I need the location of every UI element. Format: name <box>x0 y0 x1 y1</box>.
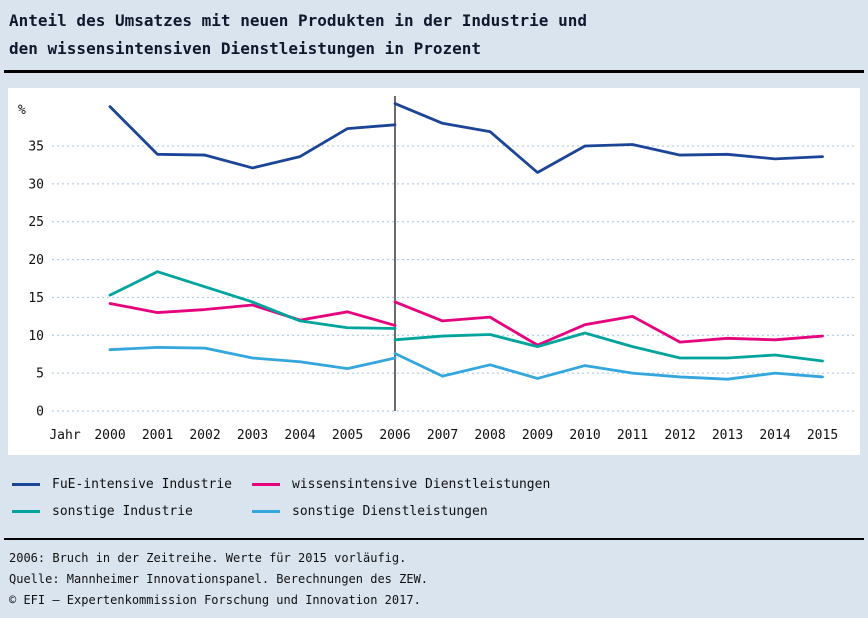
y-tick-label: 10 <box>28 329 44 344</box>
legend-line-swatch <box>252 483 280 486</box>
y-tick-label: 35 <box>28 140 44 155</box>
series-line-1-post-break <box>393 300 824 347</box>
chart-svg: 0 5 10 15 20 25 30 35% Jahr 2000 2001 2002 2003 2004 2… <box>18 96 857 443</box>
chart-panel: 0 5 10 15 20 25 30 35% Jahr 2000 2001 2002 2003 2004 2… <box>8 88 860 455</box>
legend-line-swatch <box>252 510 280 513</box>
y-tick-label: 5 <box>36 367 44 382</box>
x-tick-label: 2000 <box>94 428 125 443</box>
legend-line-swatch <box>12 483 40 486</box>
x-tick-label: 2007 <box>427 428 458 443</box>
series-line-3-post-break <box>393 352 824 381</box>
legend-label: wissensintensive Dienstleistungen <box>292 477 551 492</box>
y-tick-label: 25 <box>28 215 44 230</box>
divider-bottom <box>4 538 864 540</box>
legend-line-swatch <box>12 510 40 513</box>
x-tick-label: 2010 <box>569 428 600 443</box>
series-line-0-pre-break <box>108 105 397 170</box>
legend-item: sonstige Dienstleistungen <box>252 504 550 519</box>
series-line-2-pre-break <box>108 270 397 330</box>
x-tick-label: 2006 <box>379 428 410 443</box>
series-line-2-post-break <box>393 331 824 363</box>
x-tick-label: 2001 <box>142 428 173 443</box>
x-tick-label: 2013 <box>712 428 743 443</box>
x-tick-label: 2004 <box>284 428 315 443</box>
footnote-source: Quelle: Mannheimer Innovationspanel. Ber… <box>9 572 429 586</box>
x-tick-label: 2009 <box>522 428 553 443</box>
footnote-copyright: © EFI – Expertenkommission Forschung und… <box>9 593 421 607</box>
chart-title-line-1: Anteil des Umsatzes mit neuen Produkten … <box>9 11 587 30</box>
x-tick-label: 2005 <box>332 428 363 443</box>
legend-item: FuE-intensive Industrie <box>12 477 252 492</box>
series-line-0-post-break <box>393 102 824 174</box>
y-tick-label: 20 <box>28 253 44 268</box>
series-line-1-pre-break <box>108 302 397 327</box>
legend-item: wissensintensive Dienstleistungen <box>252 477 550 492</box>
x-tick-label: 2003 <box>237 428 268 443</box>
legend-item: sonstige Industrie <box>12 504 252 519</box>
legend-label: sonstige Industrie <box>52 504 193 519</box>
x-tick-label: 2015 <box>807 428 838 443</box>
y-axis-unit-label: % <box>18 103 26 118</box>
footnotes: 2006: Bruch in der Zeitreihe. Werte für … <box>9 548 428 611</box>
x-tick-label: 2011 <box>617 428 648 443</box>
x-tick-label: 2002 <box>189 428 220 443</box>
y-tick-label: 30 <box>28 177 44 192</box>
chart-title-line-2: den wissensintensiven Dienstleistungen i… <box>9 39 482 58</box>
footnote-break-note: 2006: Bruch in der Zeitreihe. Werte für … <box>9 551 407 565</box>
divider-top <box>4 70 864 73</box>
chart-title: Anteil des Umsatzes mit neuen Produkten … <box>9 7 587 63</box>
x-tick-label: 2012 <box>664 428 695 443</box>
x-tick-label: 2014 <box>759 428 790 443</box>
legend-label: FuE-intensive Industrie <box>52 477 233 492</box>
x-axis-label: Jahr <box>49 428 80 443</box>
legend-label: sonstige Dienstleistungen <box>292 504 488 519</box>
y-tick-label: 15 <box>28 291 44 306</box>
series-line-3-pre-break <box>108 346 397 371</box>
x-tick-label: 2008 <box>474 428 505 443</box>
y-tick-label: 0 <box>36 405 44 420</box>
chart-legend: FuE-intensive Industrie wissensintensive… <box>12 477 550 519</box>
